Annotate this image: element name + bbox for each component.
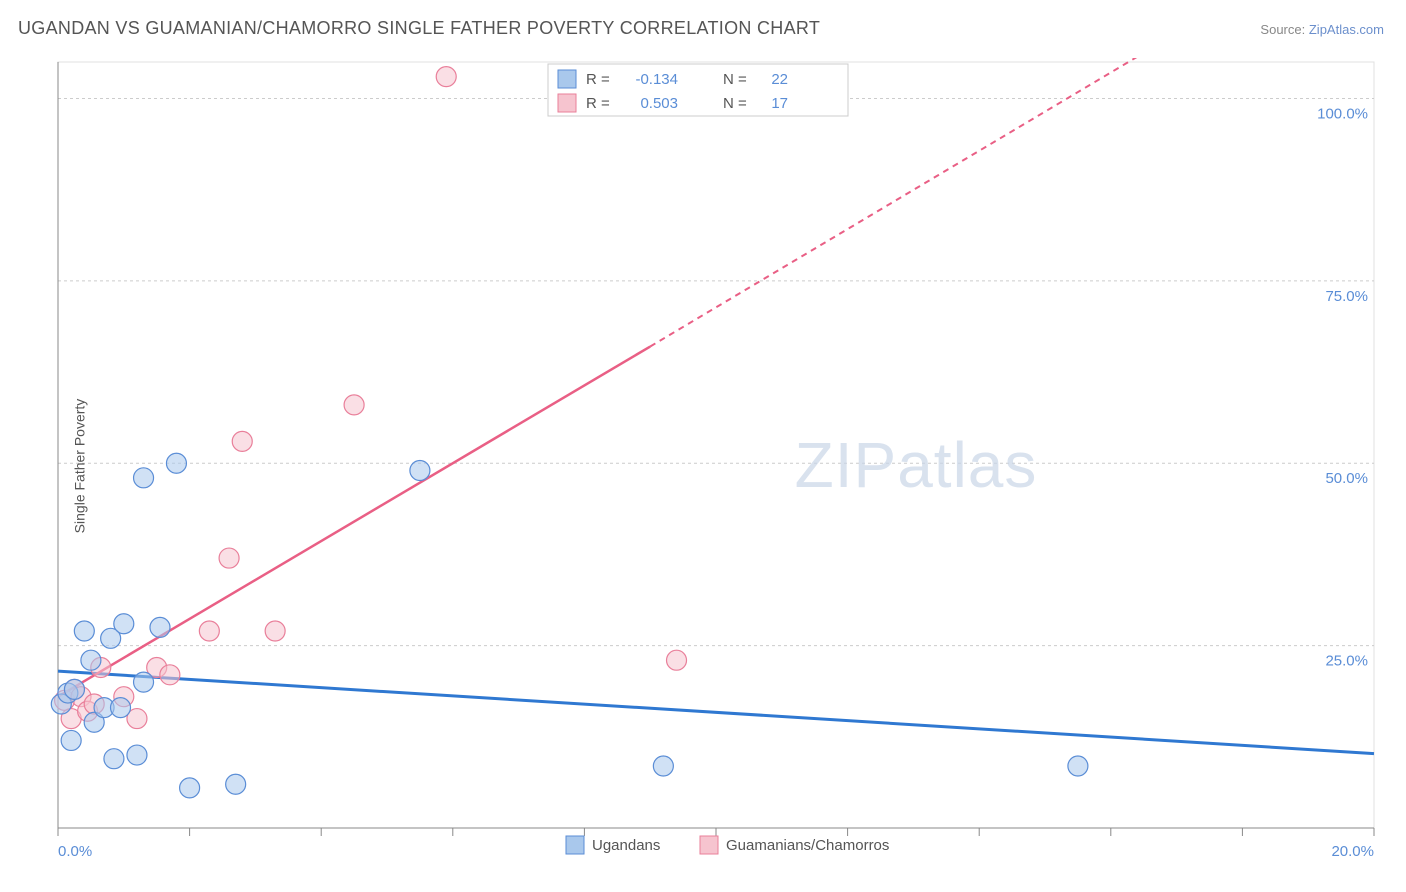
point-blue (1068, 756, 1088, 776)
point-pink (667, 650, 687, 670)
svg-text:N =: N = (723, 95, 747, 112)
point-pink (199, 621, 219, 641)
svg-text:-0.134: -0.134 (635, 71, 678, 88)
point-blue (180, 778, 200, 798)
point-blue (111, 698, 131, 718)
point-blue (127, 745, 147, 765)
point-blue (74, 621, 94, 641)
point-blue (410, 461, 430, 481)
y-tick-label: 50.0% (1325, 470, 1368, 487)
scatter-chart: 25.0% 50.0% 75.0% 100.0% ZIPatlas 0.0% 20.0% R … (18, 58, 1388, 874)
point-blue (81, 650, 101, 670)
legend-swatch (700, 836, 718, 854)
point-pink (219, 548, 239, 568)
svg-text:22: 22 (771, 71, 788, 88)
source-link[interactable]: ZipAtlas.com (1309, 22, 1384, 37)
y-tick-label: 25.0% (1325, 653, 1368, 670)
point-blue (134, 468, 154, 488)
svg-text:0.503: 0.503 (640, 95, 678, 112)
legend-swatch (558, 94, 576, 112)
point-pink (265, 621, 285, 641)
y-tick-label: 75.0% (1325, 288, 1368, 305)
svg-text:17: 17 (771, 95, 788, 112)
point-blue (64, 679, 84, 699)
svg-text:R =: R = (586, 95, 610, 112)
point-blue (150, 617, 170, 637)
legend-swatch (566, 836, 584, 854)
svg-text:N =: N = (723, 71, 747, 88)
point-blue (114, 614, 134, 634)
source-label: Source: ZipAtlas.com (1260, 22, 1384, 37)
legend-label: Ugandans (592, 837, 660, 854)
point-blue (226, 774, 246, 794)
y-axis-label: Single Father Poverty (71, 399, 87, 534)
legend-label: Guamanians/Chamorros (726, 837, 889, 854)
watermark: ZIPatlas (795, 429, 1038, 501)
point-blue (61, 730, 81, 750)
point-pink (436, 67, 456, 87)
point-blue (104, 749, 124, 769)
point-blue (134, 672, 154, 692)
y-tick-label: 100.0% (1317, 105, 1368, 122)
point-pink (344, 395, 364, 415)
legend-bottom: Ugandans Guamanians/Chamorros (566, 836, 889, 854)
chart-container: Single Father Poverty 25.0% 50.0% 75.0% 100… (18, 58, 1388, 874)
x-tick-label: 0.0% (58, 843, 92, 860)
point-blue (653, 756, 673, 776)
point-pink (232, 431, 252, 451)
regression-line-blue (58, 671, 1374, 753)
svg-text:R =: R = (586, 71, 610, 88)
point-pink (160, 665, 180, 685)
x-tick-label: 20.0% (1331, 843, 1374, 860)
legend-swatch (558, 70, 576, 88)
chart-title: UGANDAN VS GUAMANIAN/CHAMORRO SINGLE FAT… (18, 18, 820, 39)
point-blue (166, 453, 186, 473)
